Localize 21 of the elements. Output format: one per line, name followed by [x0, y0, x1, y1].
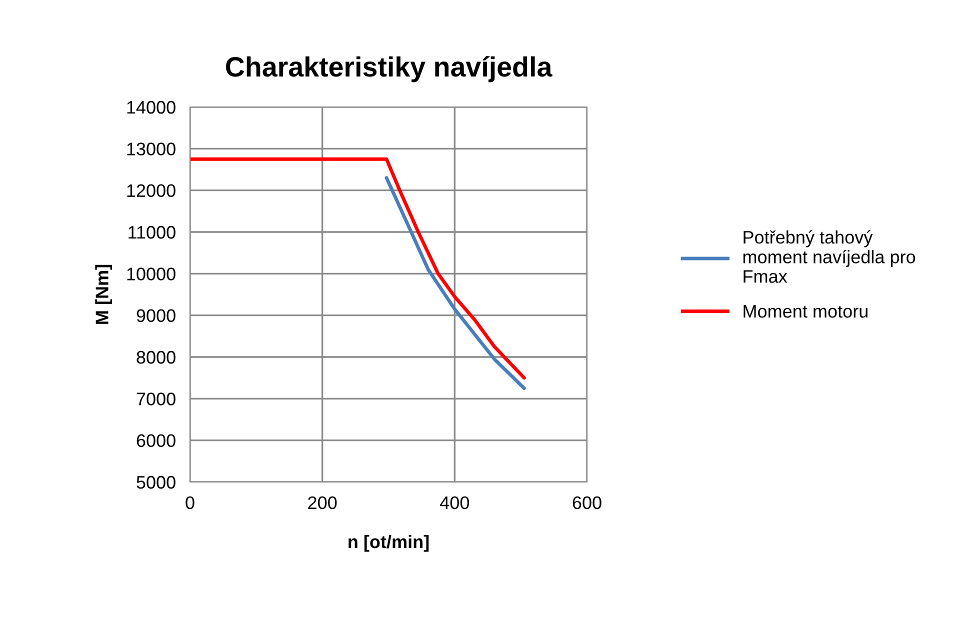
y-tick-label: 7000: [136, 392, 176, 406]
x-tick-label: 0: [186, 496, 194, 510]
legend-label: Potřebný tahový moment navíjedla pro Fmax: [743, 230, 916, 283]
y-tick-label: 6000: [136, 434, 176, 448]
x-axis-title: n [ot/min]: [348, 534, 429, 552]
y-tick-label: 14000: [127, 100, 176, 114]
y-tick-label: 8000: [136, 350, 176, 364]
y-tick-label: 12000: [127, 184, 176, 198]
legend-label: Moment motoru: [744, 305, 868, 318]
y-tick-label: 11000: [128, 226, 176, 239]
y-axis-title: M [Nm]: [95, 264, 112, 324]
y-tick-label: 10000: [127, 268, 176, 280]
y-tick-label: 9000: [136, 309, 176, 322]
line-series: [384, 176, 526, 390]
line-series: [190, 157, 526, 380]
chart-title: Charakteristiky navíjedla: [226, 56, 552, 82]
x-tick-label: 600: [572, 496, 602, 510]
x-tick-label: 200: [308, 496, 337, 510]
y-tick-label: 5000: [136, 476, 176, 489]
y-tick-label: 13000: [127, 142, 176, 156]
x-tick-label: 400: [440, 496, 470, 510]
